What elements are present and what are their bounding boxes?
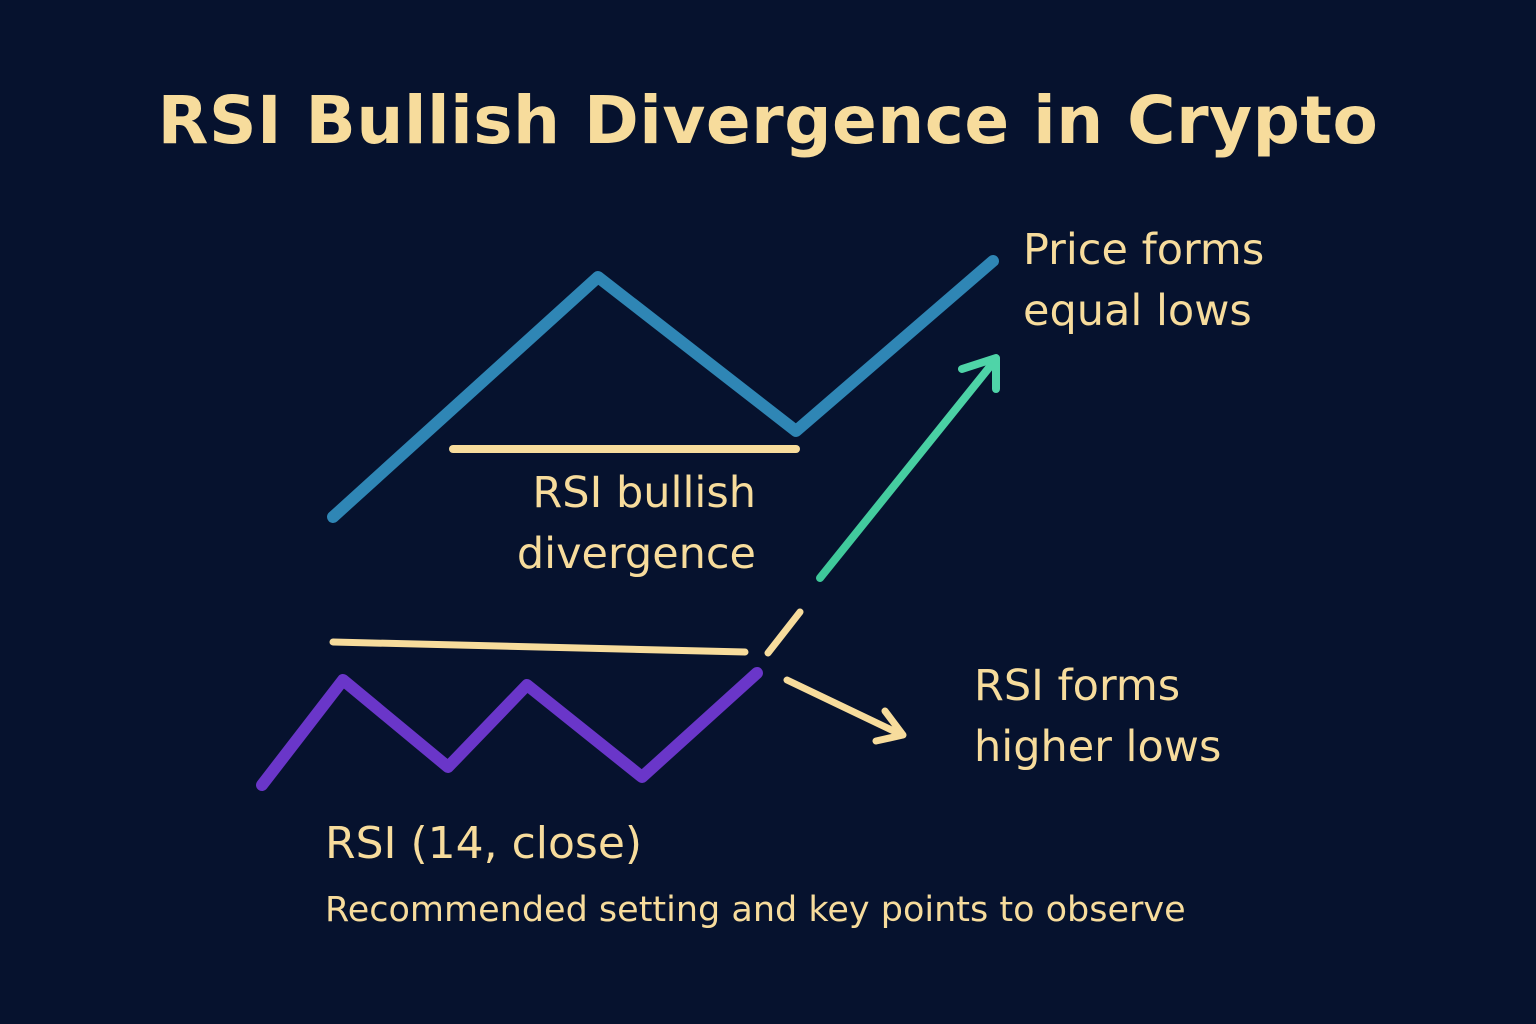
arrow-connector-dash	[764, 608, 804, 657]
rsi-level-line	[329, 638, 749, 656]
price-line	[327, 255, 999, 523]
rsi-annotation: RSI forms higher lows	[974, 656, 1221, 778]
rsi-setting-label: RSI (14, close)	[325, 818, 643, 869]
divergence-annotation: RSI bullish divergence	[490, 463, 756, 585]
right-arrow-icon	[783, 676, 907, 745]
divergence-annotation-line2: divergence	[516, 529, 756, 579]
price-annotation: Price forms equal lows	[1023, 220, 1264, 342]
rsi-annotation-line1: RSI forms	[974, 661, 1181, 711]
rsi-annotation-line2: higher lows	[974, 722, 1222, 772]
divergence-annotation-line1: RSI bullish	[532, 468, 756, 518]
upward-arrow-icon	[816, 354, 1000, 582]
rsi-line	[256, 667, 763, 791]
price-annotation-line2: equal lows	[1023, 286, 1252, 336]
page-title: RSI Bullish Divergence in Crypto	[157, 82, 1379, 159]
rsi-note-text: Recommended setting and key points to ob…	[325, 890, 1186, 930]
price-annotation-line1: Price forms	[1023, 225, 1265, 275]
